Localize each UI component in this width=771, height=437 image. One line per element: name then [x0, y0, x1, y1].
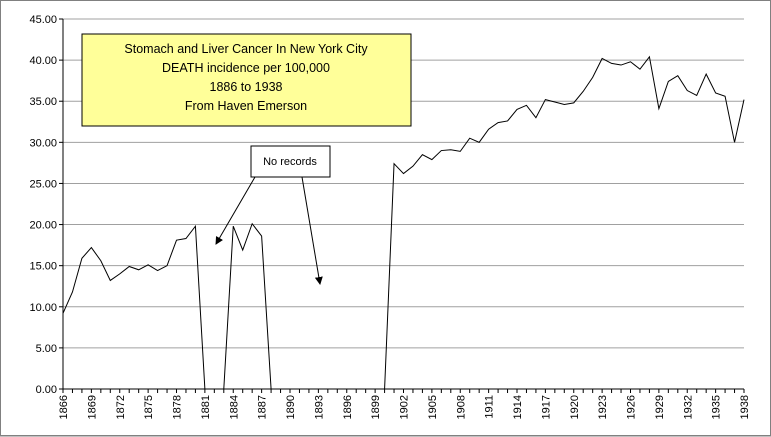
x-tick-label: 1890 — [285, 395, 297, 419]
chart-title-line-1: Stomach and Liver Cancer In New York Cit… — [124, 42, 368, 56]
x-tick-label: 1866 — [58, 395, 70, 419]
x-tick-label: 1938 — [739, 395, 751, 419]
x-axis-tick-labels: 1866 1869 1872 1875 1878 1881 1884 1887 1890 1893… — [58, 395, 751, 419]
chart-title-box: Stomach and Liver Cancer In New York Cit… — [81, 33, 412, 127]
y-tick-label: 5.00 — [36, 343, 57, 355]
x-tick-label: 1923 — [597, 395, 609, 419]
x-tick-label: 1881 — [200, 395, 212, 419]
callout-arrow-left — [215, 176, 256, 245]
callout-arrow-right — [301, 176, 323, 285]
x-tick-label: 1893 — [313, 395, 325, 419]
y-tick-label: 40.00 — [29, 55, 57, 67]
title-box-background — [81, 33, 412, 127]
x-tick-label: 1878 — [172, 395, 184, 419]
x-tick-label: 1899 — [370, 395, 382, 419]
x-tick-label: 1884 — [228, 395, 240, 419]
x-tick-label: 1887 — [257, 395, 269, 419]
y-tick-label: 45.00 — [29, 14, 57, 26]
y-tick-label: 20.00 — [29, 220, 57, 232]
x-tick-label: 1920 — [569, 395, 581, 419]
chart-title-line-2: DEATH incidence per 100,000 — [162, 61, 330, 75]
x-tick-label: 1908 — [455, 395, 467, 419]
y-axis-tick-labels: 0.00 5.00 10.00 15.00 20.00 25.00 30.00 35.00 40… — [29, 14, 57, 396]
x-tick-label: 1935 — [711, 395, 723, 419]
x-tick-label: 1869 — [86, 395, 98, 419]
chart-title-line-3: 1886 to 1938 — [210, 80, 283, 94]
y-tick-label: 0.00 — [36, 384, 57, 396]
x-tick-label: 1929 — [654, 395, 666, 419]
y-tick-label: 25.00 — [29, 178, 57, 190]
callout-label: No records — [263, 156, 317, 168]
series-layer — [62, 55, 745, 390]
x-tick-label: 1902 — [399, 395, 411, 419]
x-tick-label: 1926 — [626, 395, 638, 419]
chart-title-line-4: From Haven Emerson — [185, 99, 307, 113]
x-tick-label: 1875 — [143, 395, 155, 419]
y-tick-label: 15.00 — [29, 261, 57, 273]
x-tick-label: 1896 — [342, 395, 354, 419]
no-records-callout: No records — [215, 145, 331, 285]
series-line — [62, 55, 745, 390]
y-tick-label: 35.00 — [29, 96, 57, 108]
callout-box — [250, 145, 331, 178]
x-tick-label: 1917 — [540, 395, 552, 419]
x-tick-label: 1914 — [512, 395, 524, 419]
x-tick-label: 1905 — [427, 395, 439, 419]
x-tick-label: 1911 — [484, 395, 496, 419]
axes — [59, 18, 745, 393]
x-tick-label: 1932 — [682, 395, 694, 419]
x-tick-label: 1872 — [115, 395, 127, 419]
y-tick-label: 10.00 — [29, 302, 57, 314]
y-tick-label: 30.00 — [29, 137, 57, 149]
